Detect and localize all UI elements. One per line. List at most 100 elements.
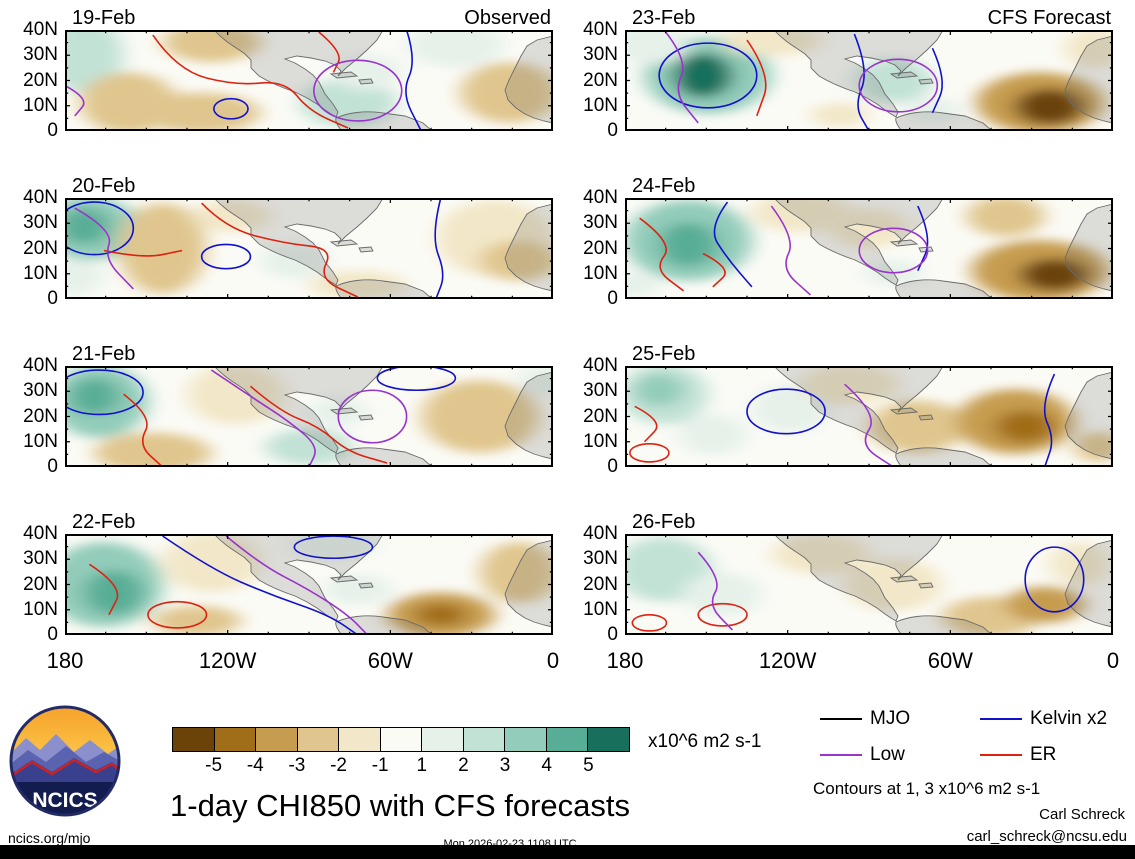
y-tick-label: 30N	[23, 548, 58, 570]
legend-item-er: ER	[980, 744, 1125, 766]
colorbar-segment	[173, 728, 215, 751]
column-header-cfs-forecast: CFS Forecast	[987, 7, 1111, 29]
y-tick-label: 0	[47, 120, 58, 141]
legend-label-er: ER	[1030, 744, 1057, 765]
map-plot	[65, 198, 553, 299]
colorbar-segment	[380, 728, 423, 751]
panel-date-label: 22-Feb	[72, 511, 136, 533]
y-tick-label: 20N	[23, 573, 58, 595]
y-tick-label: 40N	[23, 355, 58, 376]
y-tick-label: 0	[47, 288, 58, 309]
panel-date-label: 25-Feb	[632, 343, 696, 365]
map-plot	[625, 534, 1113, 635]
contours-note: Contours at 1, 3 x10^6 m2 s-1	[813, 779, 1041, 798]
y-tick-label: 30N	[583, 380, 618, 402]
y-tick-label: 20N	[583, 573, 618, 595]
y-tick-label: 30N	[23, 212, 58, 234]
colorbar-segment	[546, 728, 589, 751]
legend-label-kelvin: Kelvin x2	[1030, 708, 1108, 729]
panel-date-label: 20-Feb	[72, 175, 136, 197]
colorbar-segment	[256, 728, 298, 751]
panel-25-feb: 25-Feb 40N 30N 20N 10N 0	[583, 340, 1113, 477]
panel-19-feb: 19-Feb Observed 40N 30N 20N 10N 0	[23, 4, 553, 141]
x-tick-label: 180	[606, 648, 644, 673]
y-tick-label: 0	[47, 456, 58, 477]
y-tick-label: 30N	[583, 212, 618, 234]
y-tick-label: 40N	[583, 523, 618, 544]
x-tick-label: 60W	[367, 648, 413, 673]
map-plot	[625, 198, 1113, 299]
colorbar-tick-label: -2	[330, 755, 347, 776]
credit-email: carl_schreck@ncsu.edu	[966, 828, 1127, 845]
y-tick-label: 40N	[23, 523, 58, 544]
legend-label-mjo: MJO	[870, 708, 911, 729]
panel-header: 19-Feb Observed	[65, 4, 553, 30]
y-tick-label: 0	[607, 456, 618, 477]
legend-item-kelvin: Kelvin x2	[980, 708, 1125, 730]
map-plot	[65, 30, 553, 131]
column-header-observed: Observed	[464, 7, 551, 29]
y-tick-label: 10N	[23, 430, 58, 452]
y-tick-label: 30N	[583, 548, 618, 570]
y-tick-label: 20N	[583, 69, 618, 91]
panel-26-feb: 26-Feb 40N 30N 20N 10N 0	[583, 508, 1113, 645]
y-tick-label: 0	[47, 624, 58, 645]
page-title: 1-day CHI850 with CFS forecasts	[170, 788, 631, 823]
x-tick-label: 120W	[198, 648, 257, 673]
svg-text:NCICS: NCICS	[32, 789, 97, 812]
colorbar-segment	[422, 728, 464, 751]
ncics-logo: NCICS	[8, 704, 122, 818]
y-tick-label: 10N	[23, 94, 58, 116]
y-tick-label: 20N	[583, 237, 618, 259]
panel-22-feb: 22-Feb 40N 30N 20N 10N 0	[23, 508, 553, 645]
site-url: ncics.org/mjo	[8, 830, 91, 846]
colorbar-segment	[214, 728, 257, 751]
colorbar-labels: -5 -4 -3 -2 -1 1 2 3 4 5	[172, 755, 630, 779]
x-tick-label: 0	[1106, 648, 1120, 673]
colorbar-segment	[463, 728, 506, 751]
colorbar-tick-label: -3	[288, 755, 306, 776]
legend-label-low: Low	[870, 744, 905, 765]
colorbar-segment	[297, 728, 340, 751]
y-tick-label: 10N	[23, 598, 58, 620]
x-tick-label: 180	[46, 648, 84, 673]
y-tick-label: 40N	[23, 19, 58, 40]
y-tick-label: 0	[607, 624, 618, 645]
y-tick-label: 40N	[583, 355, 618, 376]
panel-date-label: 24-Feb	[632, 175, 696, 197]
colorbar-tick-label: 3	[499, 755, 511, 776]
colorbar-tick-label: 5	[583, 755, 594, 776]
colorbar-segment	[339, 728, 381, 751]
y-tick-label: 10N	[583, 598, 618, 620]
x-axis-labels-left: 180 120W 60W 0	[47, 648, 559, 680]
x-tick-label: 60W	[927, 648, 973, 673]
y-tick-label: 30N	[23, 44, 58, 66]
kelvin-line-swatch	[980, 718, 1022, 720]
panel-header: 23-Feb CFS Forecast	[625, 4, 1113, 30]
map-plot	[625, 366, 1113, 467]
legend-item-mjo: MJO	[820, 708, 980, 730]
legend-item-low: Low	[820, 744, 980, 766]
y-tick-label: 10N	[583, 430, 618, 452]
panel-date-label: 19-Feb	[72, 7, 136, 29]
low-line-swatch	[820, 754, 862, 756]
colorbar-tick-label: 2	[458, 755, 469, 776]
bottom-bar	[0, 845, 1135, 859]
panel-date-label: 23-Feb	[632, 7, 696, 29]
er-line-swatch	[980, 754, 1022, 756]
y-tick-label: 0	[607, 288, 618, 309]
y-tick-label: 10N	[583, 262, 618, 284]
panel-20-feb: 20-Feb 40N 30N 20N 10N 0	[23, 172, 553, 309]
colorbar-segment	[588, 728, 630, 751]
y-tick-label: 40N	[583, 187, 618, 208]
colorbar-tick-label: -5	[205, 755, 223, 776]
colorbar-tick-label: -1	[371, 755, 389, 776]
map-plot	[65, 534, 553, 635]
panel-23-feb: 23-Feb CFS Forecast 40N 30N 20N 10N 0	[583, 4, 1113, 141]
x-tick-label: 0	[546, 648, 560, 673]
colorbar-tick-label: 1	[416, 755, 428, 776]
panel-21-feb: 21-Feb 40N 30N 20N 10N 0	[23, 340, 553, 477]
y-tick-label: 10N	[23, 262, 58, 284]
colorbar-segment	[505, 728, 547, 751]
panel-24-feb: 24-Feb 40N 30N 20N 10N 0	[583, 172, 1113, 309]
